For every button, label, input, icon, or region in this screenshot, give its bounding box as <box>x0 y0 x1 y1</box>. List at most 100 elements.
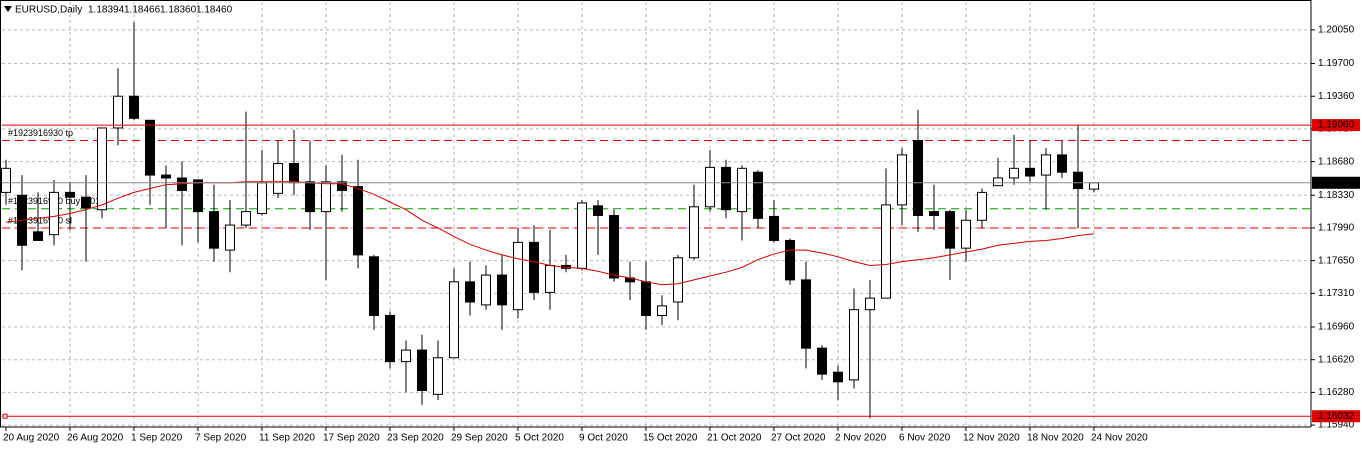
order-label: #1923916930 sl <box>8 215 72 225</box>
candle-body <box>609 214 619 279</box>
candle-body <box>689 206 699 259</box>
candle-body <box>977 191 987 221</box>
candle-body <box>801 279 811 349</box>
symbol: EURUSD,Daily <box>15 5 82 16</box>
y-tick-label: 1.16960 <box>1318 322 1355 333</box>
x-tick-label: 2 Nov 2020 <box>835 433 887 444</box>
candle-body <box>273 163 283 194</box>
candle-body <box>161 174 171 179</box>
y-tick-label: 1.18330 <box>1318 190 1355 201</box>
y-tick-label: 1.17990 <box>1318 223 1355 234</box>
candle-body <box>1 167 11 193</box>
candle-body <box>657 305 667 316</box>
candle-body <box>113 95 123 129</box>
candle-body <box>81 196 91 209</box>
candle-body <box>961 219 971 249</box>
candle-body <box>225 224 235 251</box>
candle-body <box>593 205 603 216</box>
x-tick-label: 29 Sep 2020 <box>451 433 508 444</box>
candle-body <box>465 281 475 303</box>
x-tick-label: 24 Nov 2020 <box>1091 433 1148 444</box>
x-tick-label: 6 Nov 2020 <box>899 433 951 444</box>
x-tick-label: 1 Sep 2020 <box>131 433 183 444</box>
candle-body <box>209 211 219 249</box>
x-tick-label: 11 Sep 2020 <box>259 433 315 444</box>
y-tick-label: 1.20050 <box>1318 25 1355 36</box>
x-tick-label: 17 Sep 2020 <box>323 433 380 444</box>
header-price: 1.18394 <box>88 5 125 16</box>
candle-body <box>513 241 523 311</box>
candle-body <box>321 181 331 213</box>
candle-body <box>1041 154 1051 176</box>
moving-average <box>5 181 1095 286</box>
candle-body <box>577 202 587 269</box>
x-tick-label: 21 Oct 2020 <box>707 433 762 444</box>
y-tick-label: 1.19360 <box>1318 91 1355 102</box>
candle-body <box>817 347 827 375</box>
candle-body <box>641 281 651 316</box>
candle-body <box>769 215 779 241</box>
candle-body <box>401 349 411 363</box>
candle-body <box>1009 167 1019 179</box>
candle-body <box>881 204 891 299</box>
header-price: 1.18360 <box>160 5 197 16</box>
candle-body <box>1025 167 1035 177</box>
menu-triangle <box>4 6 12 12</box>
candle-body <box>497 274 507 306</box>
candle-body <box>433 357 443 395</box>
candle-body <box>417 349 427 391</box>
candle-body <box>1073 171 1083 190</box>
candle-body <box>1057 154 1067 173</box>
candle-body <box>369 256 379 316</box>
level-marker <box>2 413 8 419</box>
candle-body <box>49 191 59 236</box>
candle-body <box>993 177 1003 187</box>
candle-body <box>289 163 299 184</box>
x-tick-label: 23 Sep 2020 <box>387 433 444 444</box>
candle-body <box>305 181 315 213</box>
y-tick-label: 1.15940 <box>1318 420 1355 431</box>
x-tick-label: 20 Aug 2020 <box>3 433 60 444</box>
header: EURUSD,Daily 1.18394 1.18466 1.18360 1.1… <box>15 5 233 16</box>
header-price: 1.18460 <box>196 5 233 16</box>
candle-body <box>849 309 859 381</box>
candle-body <box>673 257 683 303</box>
y-tick-label: 1.17650 <box>1318 255 1355 266</box>
header-price: 1.18466 <box>124 5 161 16</box>
x-tick-label: 9 Oct 2020 <box>579 433 628 444</box>
x-tick-label: 15 Oct 2020 <box>643 433 698 444</box>
candle-body <box>705 166 715 208</box>
price-label-box <box>1312 410 1360 423</box>
candle-body <box>721 166 731 211</box>
y-tick-label: 1.18680 <box>1318 156 1355 167</box>
price-label: 1.19060 <box>1318 120 1355 131</box>
candle-body <box>193 179 203 213</box>
candle-body <box>337 181 347 191</box>
candle-body <box>737 167 747 213</box>
candle-body <box>785 239 795 281</box>
candle-body <box>257 182 267 215</box>
x-tick-label: 5 Oct 2020 <box>515 433 564 444</box>
price-label: 1.18460 <box>1318 177 1355 188</box>
candle-body <box>449 281 459 359</box>
candle-body <box>129 95 139 119</box>
y-tick-label: 1.16280 <box>1318 387 1355 398</box>
x-tick-label: 26 Aug 2020 <box>67 433 124 444</box>
candle-body <box>929 211 939 216</box>
candle-body <box>65 191 75 198</box>
order-label: #1923916930 tp <box>8 128 73 138</box>
x-tick-label: 18 Nov 2020 <box>1027 433 1084 444</box>
candle-body <box>385 314 395 363</box>
candle-body <box>833 371 843 383</box>
candle-body <box>1089 182 1099 190</box>
candle-body <box>33 231 43 241</box>
candle-body <box>865 297 875 311</box>
candle-body <box>545 264 555 293</box>
candle-body <box>913 139 923 216</box>
candle-body <box>145 119 155 176</box>
y-tick-label: 1.17310 <box>1318 288 1355 299</box>
y-tick-label: 1.16620 <box>1318 354 1355 365</box>
price-label-box <box>1312 176 1360 189</box>
